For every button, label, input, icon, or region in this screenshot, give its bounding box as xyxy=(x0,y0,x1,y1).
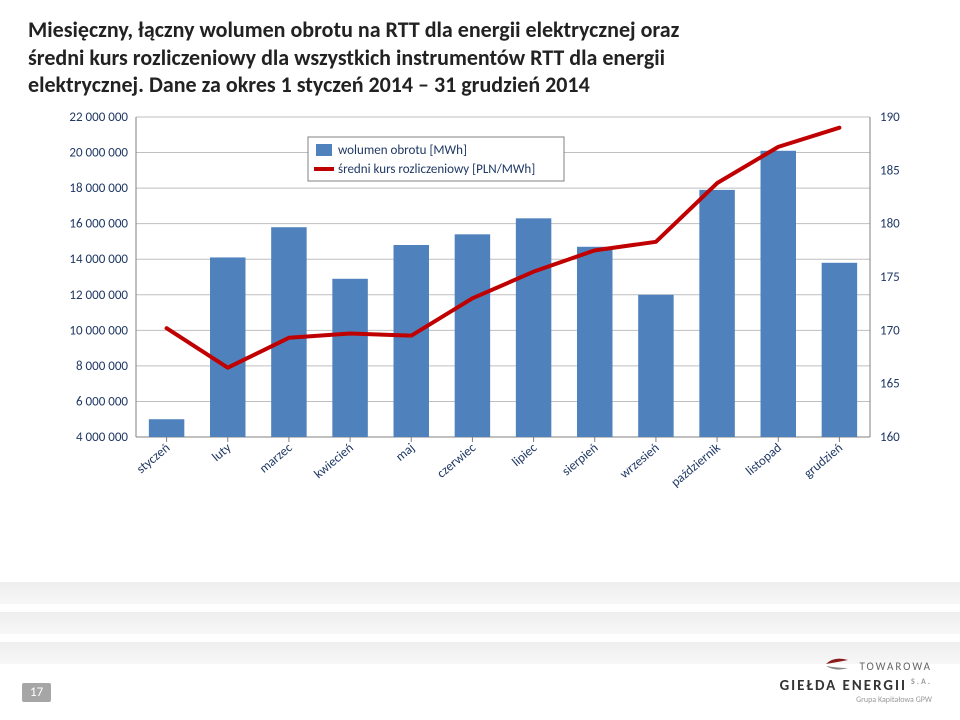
svg-text:180: 180 xyxy=(880,216,900,231)
svg-text:10 000 000: 10 000 000 xyxy=(69,323,128,338)
svg-text:czerwiec: czerwiec xyxy=(434,440,479,481)
svg-text:maj: maj xyxy=(393,440,418,464)
svg-text:styczeń: styczeń xyxy=(134,440,173,476)
svg-text:listopad: listopad xyxy=(743,440,785,478)
svg-text:22 000 000: 22 000 000 xyxy=(69,110,128,125)
svg-text:kwiecień: kwiecień xyxy=(311,440,356,481)
svg-text:sierpień: sierpień xyxy=(559,440,601,479)
title-line-1: Miesięczny, łączny wolumen obrotu na RTT… xyxy=(28,16,679,43)
page-number: 17 xyxy=(22,683,51,702)
svg-text:lipiec: lipiec xyxy=(509,440,540,470)
svg-text:4 000 000: 4 000 000 xyxy=(76,430,128,445)
title-line-2: średni kurs rozliczeniowy dla wszystkich… xyxy=(28,44,665,71)
svg-text:12 000 000: 12 000 000 xyxy=(69,287,128,302)
svg-text:160: 160 xyxy=(880,430,900,445)
svg-text:grudzień: grudzień xyxy=(801,440,846,481)
volume-rate-chart: 4 000 000 6 000 000 8 000 000 10 000 000 12 … xyxy=(38,109,918,529)
svg-text:wrzesień: wrzesień xyxy=(617,440,662,481)
svg-text:średni kurs rozliczeniowy [PLN: średni kurs rozliczeniowy [PLN/MWh] xyxy=(338,162,535,177)
bg-stripe xyxy=(0,582,960,604)
title-line-3: elektrycznej. Dane za okres 1 styczeń 20… xyxy=(28,71,590,98)
bg-stripe xyxy=(0,612,960,634)
svg-text:październik: październik xyxy=(668,440,723,490)
logo-icon xyxy=(824,654,850,678)
logo-line-1: TOWAROWA xyxy=(859,660,932,673)
svg-text:170: 170 xyxy=(880,323,900,338)
svg-text:marzec: marzec xyxy=(257,440,296,476)
footer-logo: TOWAROWA GIEŁDA ENERGIIS.A. Grupa Kapita… xyxy=(780,654,932,704)
svg-text:18 000 000: 18 000 000 xyxy=(69,181,128,196)
svg-text:185: 185 xyxy=(880,163,900,178)
svg-text:8 000 000: 8 000 000 xyxy=(76,358,128,373)
svg-text:175: 175 xyxy=(880,270,900,285)
svg-text:20 000 000: 20 000 000 xyxy=(69,145,128,160)
page-title: Miesięczny, łączny wolumen obrotu na RTT… xyxy=(28,16,932,99)
svg-text:6 000 000: 6 000 000 xyxy=(76,394,128,409)
svg-text:14 000 000: 14 000 000 xyxy=(69,252,128,267)
logo-subline: Grupa Kapitałowa GPW xyxy=(780,696,932,704)
svg-text:165: 165 xyxy=(880,376,900,391)
svg-text:wolumen obrotu [MWh]: wolumen obrotu [MWh] xyxy=(338,143,467,158)
svg-text:16 000 000: 16 000 000 xyxy=(69,216,128,231)
svg-text:190: 190 xyxy=(880,110,900,125)
logo-line-2: GIEŁDA ENERGIIS.A. xyxy=(780,677,932,695)
svg-text:luty: luty xyxy=(209,440,234,464)
chart-svg: 4 000 000 6 000 000 8 000 000 10 000 000 12 … xyxy=(38,109,918,529)
